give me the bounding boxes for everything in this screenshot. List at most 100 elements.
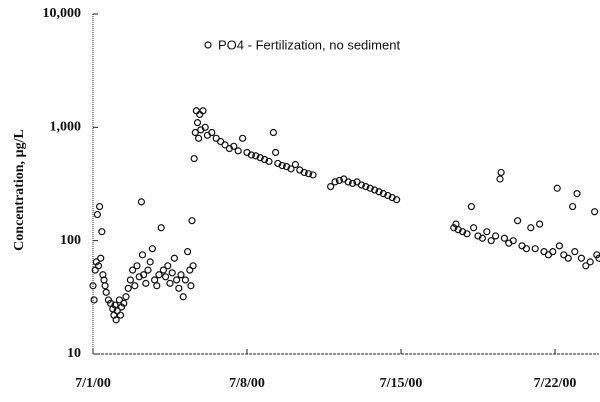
point — [90, 296, 98, 304]
point — [586, 258, 594, 266]
point — [467, 202, 475, 211]
point — [388, 193, 396, 202]
point — [179, 293, 187, 301]
point — [92, 258, 100, 266]
point — [577, 254, 586, 262]
y-tick-label: 1,000 — [50, 120, 82, 135]
point — [97, 254, 105, 262]
point — [181, 276, 189, 284]
point — [492, 232, 500, 240]
point — [522, 245, 531, 253]
y-tick-label: 10,000 — [43, 6, 82, 21]
point — [274, 159, 282, 168]
point — [175, 284, 183, 292]
point — [549, 248, 557, 256]
point — [122, 293, 130, 301]
point — [93, 210, 102, 219]
point — [497, 168, 505, 177]
x-tick-label: 7/22/00 — [534, 376, 577, 391]
point — [379, 190, 387, 198]
point — [393, 196, 401, 204]
point — [265, 157, 273, 166]
point — [247, 151, 255, 159]
point — [384, 191, 392, 200]
point — [195, 134, 203, 142]
point — [309, 171, 317, 179]
point — [159, 266, 167, 274]
point — [470, 224, 478, 232]
point — [327, 182, 335, 191]
point — [148, 245, 156, 253]
point — [450, 224, 458, 232]
point — [131, 282, 139, 290]
point — [362, 182, 370, 191]
point — [192, 107, 200, 115]
point — [331, 178, 339, 186]
point — [187, 282, 195, 290]
point — [573, 190, 581, 198]
point — [129, 266, 137, 274]
point — [196, 110, 204, 119]
point — [201, 123, 209, 131]
legend-marker — [204, 41, 212, 49]
point — [487, 237, 495, 245]
point — [527, 224, 535, 232]
x-tick-label: 7/8/00 — [229, 376, 265, 391]
point — [291, 160, 299, 169]
point — [102, 288, 110, 296]
point — [272, 148, 280, 157]
point — [221, 141, 229, 149]
point — [120, 299, 128, 307]
point — [463, 230, 471, 238]
point — [101, 282, 109, 290]
point — [269, 128, 277, 137]
point — [138, 251, 147, 259]
point — [553, 184, 561, 192]
x-tick-label: 7/15/00 — [380, 376, 423, 391]
point — [177, 271, 185, 279]
point — [115, 296, 124, 304]
point — [371, 186, 379, 194]
point — [509, 237, 517, 245]
point — [189, 262, 197, 270]
point — [217, 137, 225, 146]
point — [513, 217, 522, 225]
point — [142, 279, 150, 287]
point — [94, 262, 103, 270]
point — [595, 254, 600, 262]
y-tick-label: 10 — [67, 346, 81, 361]
point — [168, 269, 176, 277]
point — [459, 228, 467, 236]
point — [98, 228, 106, 236]
point — [300, 168, 308, 177]
point — [144, 266, 152, 274]
point — [287, 165, 295, 173]
x-tick-label: 7/1/00 — [75, 376, 111, 391]
point — [564, 254, 572, 262]
point — [208, 128, 216, 137]
point — [95, 202, 104, 211]
point — [234, 147, 242, 155]
point — [344, 178, 352, 186]
point — [483, 228, 491, 236]
point — [568, 202, 577, 211]
point — [191, 128, 199, 137]
point — [135, 273, 143, 281]
point — [252, 152, 260, 160]
point — [582, 262, 590, 270]
point — [173, 276, 181, 284]
point — [555, 242, 564, 250]
point — [454, 226, 462, 234]
point — [188, 217, 196, 225]
point — [140, 271, 148, 279]
point — [349, 179, 357, 188]
y-axis-label: Concentration, µg/L — [12, 129, 27, 251]
point — [89, 282, 97, 290]
point — [366, 184, 374, 192]
point — [164, 262, 172, 270]
point — [531, 245, 539, 253]
point — [133, 262, 141, 270]
point — [151, 276, 159, 284]
point — [375, 188, 383, 196]
